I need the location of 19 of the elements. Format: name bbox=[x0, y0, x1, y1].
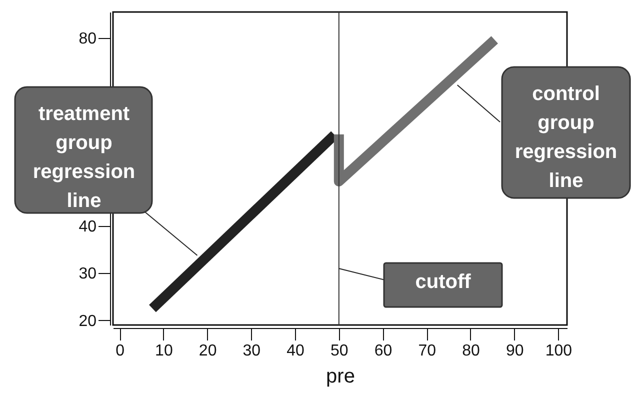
y-tick-label: 40 bbox=[78, 218, 97, 236]
x-tick-label: 30 bbox=[242, 342, 261, 360]
x-tick-label: 40 bbox=[286, 342, 305, 360]
annotation: control group regression line bbox=[514, 83, 618, 192]
x-tick-label: 70 bbox=[418, 342, 436, 360]
y-tick-label: 80 bbox=[78, 30, 97, 48]
x-tick-label: 60 bbox=[374, 342, 392, 360]
x-tick-label: 0 bbox=[116, 342, 125, 360]
x-tick-label: 50 bbox=[330, 342, 348, 360]
x-tick-label: 10 bbox=[155, 342, 173, 360]
x-tick-label: 20 bbox=[198, 342, 217, 360]
x-tick-label: 90 bbox=[506, 342, 524, 360]
y-tick-label: 20 bbox=[78, 312, 97, 330]
annotation: treatment group regression line bbox=[32, 103, 136, 212]
annotation: cutoff bbox=[415, 271, 472, 293]
x-tick-label: 80 bbox=[462, 342, 480, 360]
y-tick-label: 30 bbox=[78, 266, 97, 283]
x-tick-label: 100 bbox=[545, 342, 572, 360]
x-axis-title: pre bbox=[326, 366, 355, 388]
